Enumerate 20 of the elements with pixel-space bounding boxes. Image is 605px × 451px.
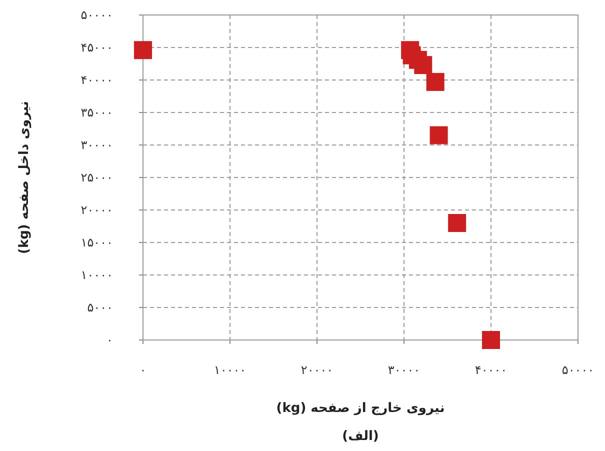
y-tick-label: ۲۵۰۰۰ <box>80 170 113 184</box>
x-tick-label: ۴۰۰۰۰ <box>474 363 508 377</box>
x-tick-label: ۳۰۰۰۰ <box>388 363 420 377</box>
x-tick-label: ۱۰۰۰۰ <box>214 363 246 377</box>
y-tick-label: ۴۰۰۰۰ <box>80 73 113 87</box>
y-tick-label: ۴۵۰۰۰ <box>80 40 113 54</box>
x-tick-label: ۵۰۰۰۰ <box>562 363 594 377</box>
y-tick-label: ۱۰۰۰۰ <box>80 268 113 282</box>
x-tick-label: ۲۰۰۰۰ <box>300 363 334 377</box>
y-tick-label: ۳۵۰۰۰ <box>80 106 113 120</box>
y-axis-title: نیروی داخل صفحه (kg) <box>17 101 32 254</box>
y-tick-label: ۵۰۰۰ <box>87 300 113 314</box>
y-tick-label: ۳۰۰۰۰ <box>80 138 113 152</box>
text: (الف) <box>342 429 379 444</box>
y-tick-label: ۲۰۰۰۰ <box>80 203 113 217</box>
x-axis-title: نیروی خارج از صفحه (kg) <box>276 401 445 416</box>
y-tick-label: ۰ <box>106 333 113 347</box>
x-tick-label: ۰ <box>140 363 146 377</box>
y-tick-label: ۱۵۰۰۰ <box>80 236 113 250</box>
y-tick-label: ۵۰۰۰۰ <box>80 8 113 22</box>
